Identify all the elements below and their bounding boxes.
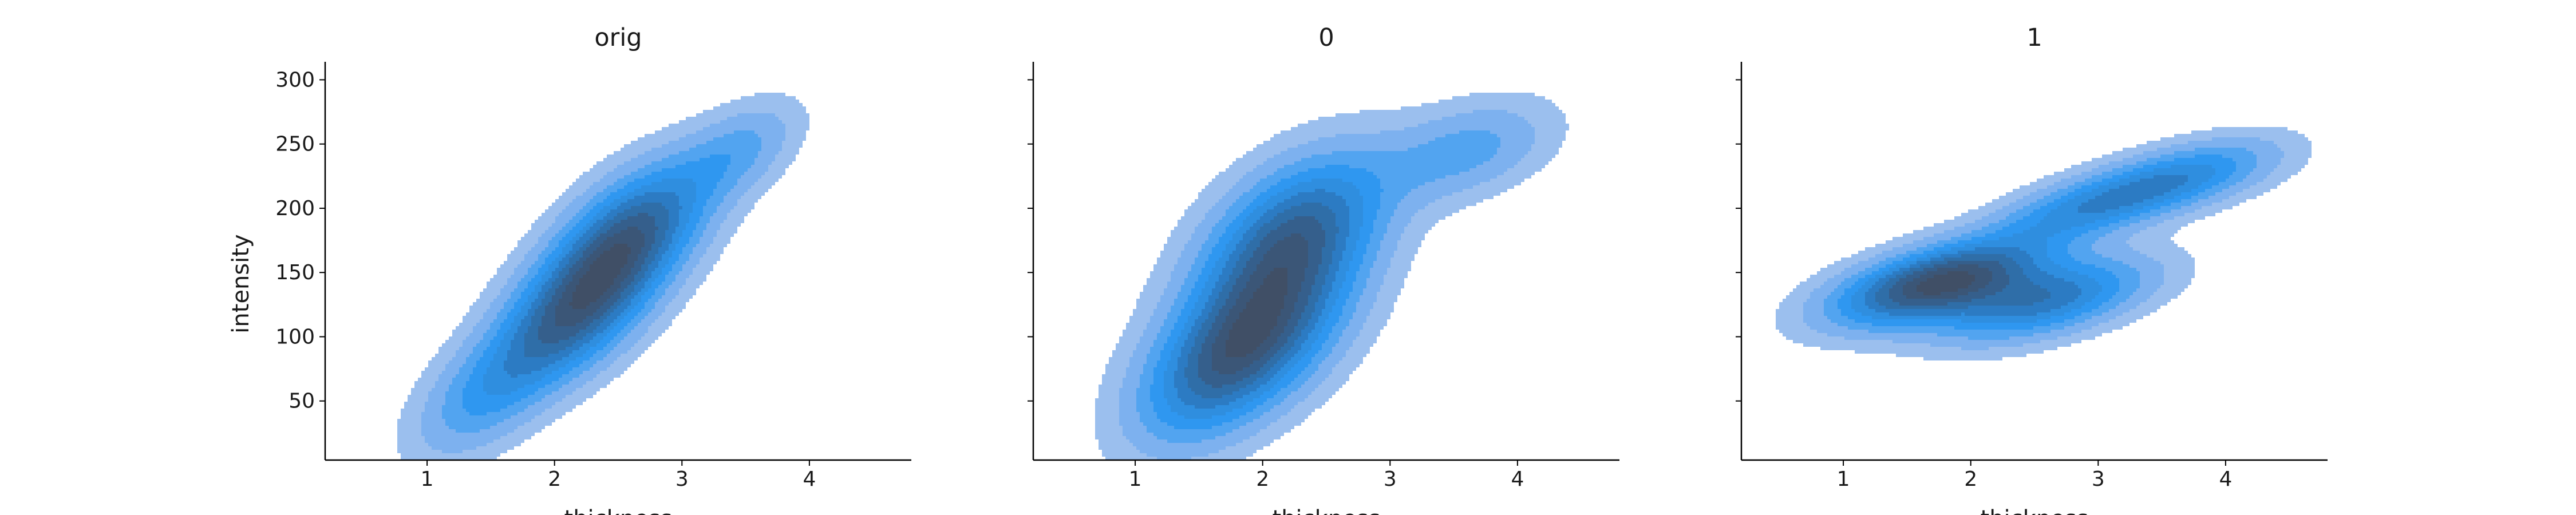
panel-title: 0 xyxy=(1318,23,1334,52)
density-level-7 xyxy=(1889,261,2009,306)
panel-title: orig xyxy=(594,23,642,52)
density-level-1 xyxy=(421,113,785,453)
density-level-2 xyxy=(1136,130,1500,443)
density-level-9 xyxy=(569,244,631,309)
x-axis-label: thickness xyxy=(564,506,673,515)
density-level-1 xyxy=(1119,110,1535,460)
density-level-6 xyxy=(1875,254,2050,309)
x-tick-label: 4 xyxy=(1511,468,1524,491)
y-tick-label: 300 xyxy=(275,68,315,92)
density-level-4 xyxy=(1851,165,2215,323)
density-level-3 xyxy=(463,154,730,415)
density-level-9 xyxy=(1917,271,1975,295)
density-level-0 xyxy=(397,93,809,460)
density-level-5 xyxy=(1865,175,2188,316)
y-tick-label: 250 xyxy=(275,133,315,156)
x-tick-label: 1 xyxy=(421,468,434,491)
x-axis-label: thickness xyxy=(1273,506,1381,515)
density-level-7 xyxy=(1198,216,1325,388)
density-level-5 xyxy=(1174,189,1349,409)
x-tick-label: 4 xyxy=(803,468,816,491)
y-axis-label: intensity xyxy=(228,234,254,333)
density-level-4 xyxy=(1164,179,1363,419)
density-fill-2 xyxy=(1776,127,2312,360)
density-level-6 xyxy=(524,203,669,357)
density-level-9 xyxy=(1226,268,1287,357)
x-tick-label: 3 xyxy=(2092,468,2105,491)
x-tick-label: 1 xyxy=(1837,468,1850,491)
x-tick-label: 3 xyxy=(1384,468,1397,491)
density-fill-1 xyxy=(1095,93,1569,460)
chart-panel-1: 1 2 3 4 0 thickness xyxy=(1028,23,1619,515)
density-fill-0 xyxy=(397,93,809,460)
density-level-0 xyxy=(1095,93,1569,460)
chart-panel-2: 1 2 3 4 1 thickness xyxy=(1736,23,2328,515)
density-level-8 xyxy=(1903,264,1992,299)
density-level-3 xyxy=(1150,165,1384,429)
x-tick-label: 4 xyxy=(2219,468,2232,491)
y-tick-label: 150 xyxy=(275,261,315,284)
x-tick-label: 2 xyxy=(1256,468,1269,491)
density-level-0 xyxy=(1776,127,2312,360)
chart-panel-0: 1 2 3 4 50 100 150 200 250 300 orig thickness intens… xyxy=(228,23,911,515)
y-tick-label: 200 xyxy=(275,197,315,220)
y-tick-label: 50 xyxy=(289,390,315,413)
density-level-5 xyxy=(504,192,682,378)
y-tick-label: 100 xyxy=(275,325,315,348)
density-level-8 xyxy=(555,227,645,326)
x-tick-label: 2 xyxy=(1964,468,1977,491)
density-level-7 xyxy=(538,213,658,343)
x-tick-label: 2 xyxy=(548,468,561,491)
x-tick-label: 3 xyxy=(675,468,689,491)
x-tick-label: 1 xyxy=(1129,468,1142,491)
panel-title: 1 xyxy=(2026,23,2042,52)
density-level-4 xyxy=(483,179,696,395)
x-axis-label: thickness xyxy=(1981,506,2089,515)
